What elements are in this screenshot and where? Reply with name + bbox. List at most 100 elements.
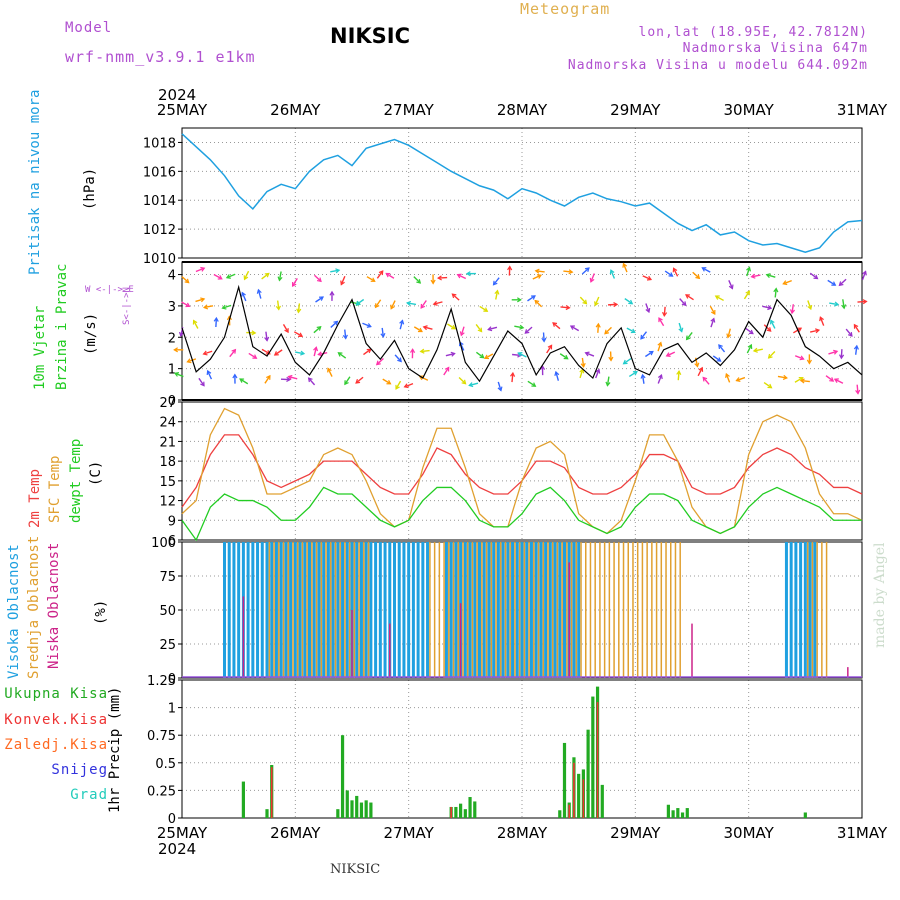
lonlat-label: lon,lat (18.95E, 42.7812N) [638,25,868,40]
precip-total-bar [265,809,269,818]
wind-arrow [181,276,190,284]
cloud-high-bar [378,542,382,678]
wind-arrow-head [554,370,560,376]
wind-arrow [338,352,347,359]
wind-arrow-head [735,377,741,382]
model-altitude-label: Nadmorska Visina u modelu 644.092m [567,58,868,73]
wind-arrow-head [718,344,723,350]
wind-arrow [534,300,543,308]
wind-arrow [475,351,485,359]
y-tick-label: 0.5 [155,757,176,772]
wind-arrow [794,377,804,383]
wind-arrow-head [678,327,684,333]
wind-arrow-head [648,350,654,356]
wind-arrow-head [399,319,405,325]
wind-arrow-head [746,266,752,272]
wind-arrow-head [221,304,227,310]
wind-arrow-head [465,271,471,277]
wind-arrow-head [847,331,853,337]
wind-arrow-head [186,358,192,364]
y-tick-label: 2 [168,331,176,346]
precip-total-bar [355,795,359,818]
wind-arrow [229,349,236,358]
wind-arrow-head [672,267,678,273]
wind-arrow [581,267,590,275]
wind-arrow [514,325,524,329]
wind-arrow [678,322,683,332]
wind-arrow-head [217,275,223,280]
day-label-top: 31MAY [837,101,888,119]
wind-arrow-head [662,311,668,317]
precip-total-bar [345,790,349,818]
day-label-bottom: 30MAY [724,824,775,842]
wind-arrow-head [622,262,628,268]
wind-arrow-head [397,357,402,363]
wind-arrow [366,276,376,282]
wind-arrow [313,347,317,357]
wind-arrow [394,354,402,362]
wind-arrow-head [510,371,516,377]
wind-arrow-head [594,301,599,307]
cloud-high-bar [251,542,255,678]
precip-total-bar [586,729,590,818]
wind-arrow-head [516,297,522,303]
y-tick-label: 4 [168,269,176,284]
wind-arrow-head [536,274,543,279]
wind-arrow-head [547,344,553,350]
precip-total-bar [676,808,680,818]
wind-arrow-head [479,353,485,359]
wind-arrow [570,325,580,332]
cloud-high-bar [529,542,533,678]
wind-arrow-head [256,288,262,294]
y-tick-label: 12 [159,495,176,510]
wind-arrow [203,305,214,309]
wind-speed-line [181,284,863,383]
wind-arrow-head [386,379,392,385]
wind-arrow [794,355,804,360]
wind-arrow-head [797,327,803,333]
wind-arrow-head [436,275,442,281]
wind-arrow [458,376,467,385]
precip-legend-freezing: Zaledj.Kisa [4,737,108,753]
wind-arrow-head [814,328,821,334]
wind-arrow [745,327,754,335]
wind-arrow [484,353,494,359]
cloud-high-bar [558,542,562,678]
wind-arrow-head [646,275,653,281]
wind-arrow-head [580,362,586,369]
wind-arrow-head [819,316,824,322]
wind-arrow-head [184,278,190,284]
wind-arrow-head [483,354,490,360]
wind-arrow [692,271,700,279]
meteogram-label: Meteogram [520,0,611,18]
wind-arrow [295,351,305,355]
cloud-high-bar [322,542,326,678]
wind-arrow-head [492,280,498,286]
cloud-high-bar [563,542,566,678]
cloud-high-bar [331,542,335,678]
wind-arrow-head [767,383,773,389]
wind-arrow-head [483,307,489,312]
cloud-high-bar [421,542,425,678]
wind-arrow [595,369,600,379]
wind-arrow [288,375,298,380]
cloud-high-bar [784,542,788,678]
wind-arrow [766,274,776,278]
cloud-high-bar [799,542,803,678]
wind-arrow-head [807,304,813,311]
y-tick-label: 0 [168,394,176,409]
wind-arrow-head [264,336,270,342]
wind-arrow [810,329,820,333]
wind-arrow [715,295,724,302]
precip-total-bar [364,800,368,818]
cloud-high-bar [326,542,330,678]
y-tick-label: 50 [159,604,176,619]
wind-arrow-head [782,374,788,380]
precip-total-bar [359,802,364,818]
y-tick-label: 21 [159,435,176,450]
precip-total-bar [454,806,458,818]
wind-arrow-head [403,383,409,389]
cloud-high-bar [359,542,363,678]
precip-conv-bar [270,767,273,818]
wind-arrow-head [337,352,343,357]
